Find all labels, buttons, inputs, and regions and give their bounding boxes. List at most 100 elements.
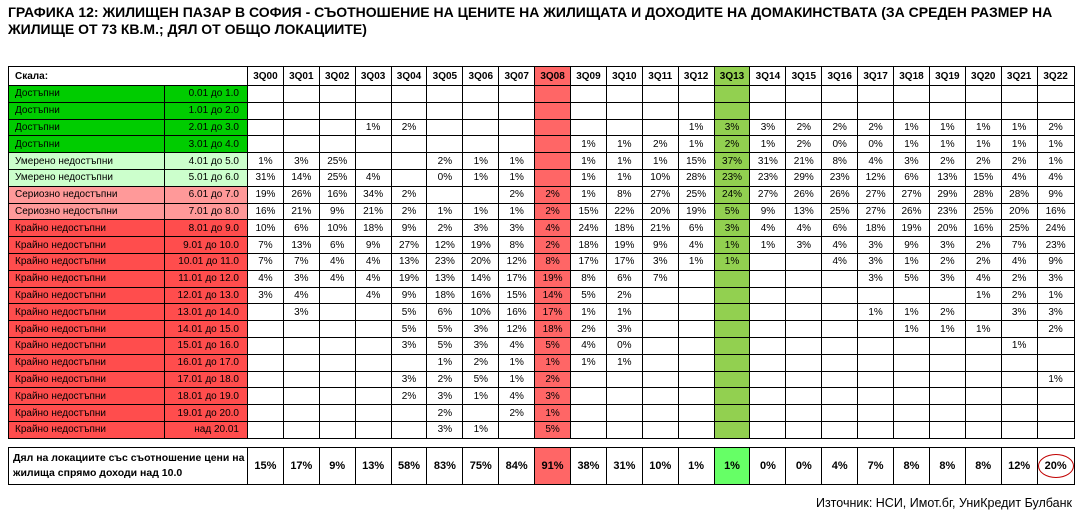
chart-title: ГРАФИКА 12: ЖИЛИЩЕН ПАЗАР В СОФИЯ - СЪОТ… [8,4,1053,37]
value-cell [1000,420,1038,439]
value-cell [570,118,607,137]
value-cell: 24% [570,219,607,238]
value-cell: 4% [498,336,536,355]
value-cell: 2% [1000,286,1038,305]
value-cell [390,152,428,170]
value-cell: 1% [498,202,536,221]
value-cell: 2% [928,303,966,322]
value-cell [570,85,607,103]
value-cell: 2% [426,219,464,238]
value-cell [498,135,536,154]
value-cell [390,101,428,120]
value-cell [282,320,320,338]
range-label: 0.01 до 1.0 [164,85,248,103]
value-cell: 7% [247,252,284,271]
value-cell [677,85,715,103]
value-cell [928,387,966,406]
value-cell: 8% [498,236,536,254]
value-cell: 4% [749,219,787,238]
value-cell: 1% [1000,135,1038,154]
category-label: Крайно недостъпни [8,404,165,422]
value-cell [354,420,392,439]
value-cell [964,353,1002,372]
value-cell [713,286,751,305]
value-cell: 6% [821,219,859,238]
value-cell [318,387,356,406]
range-label: 11.01 до 12.0 [164,269,248,288]
value-cell: 2% [534,236,572,254]
value-cell: 3% [498,219,536,238]
value-cell [354,353,392,372]
range-label: 19.01 до 20.0 [164,404,248,422]
value-cell [749,320,787,338]
value-cell: 3% [857,236,895,254]
range-label: 13.01 до 14.0 [164,303,248,322]
value-cell [390,135,428,154]
value-cell [390,168,428,187]
value-cell: 3% [713,118,751,137]
value-cell [354,336,392,355]
value-cell [928,101,966,120]
value-cell [713,370,751,389]
value-cell [964,404,1002,422]
value-cell: 16% [318,185,356,204]
value-cell: 19% [677,202,715,221]
value-cell [318,85,356,103]
value-cell: 2% [426,370,464,389]
value-cell [928,85,966,103]
value-cell [247,387,284,406]
value-cell: 5% [534,336,572,355]
category-label: Крайно недостъпни [8,387,165,406]
total-value-cell: 7% [857,446,895,485]
value-cell [749,286,787,305]
value-cell: 3% [749,118,787,137]
value-cell: 3% [247,286,284,305]
value-cell: 4% [354,252,392,271]
total-value-cell: 12% [1000,446,1038,485]
value-cell: 24% [713,185,751,204]
category-label: Сериозно недостъпни [8,185,165,204]
column-header-3q10: 3Q10 [605,66,643,86]
value-cell [821,353,859,372]
value-cell: 6% [677,219,715,238]
value-cell [390,404,428,422]
value-cell: 2% [1036,320,1075,338]
value-cell: 23% [713,168,751,187]
value-cell: 1% [713,252,751,271]
value-cell: 14% [462,269,500,288]
total-value-cell: 9% [318,446,356,485]
value-cell: 1% [1000,118,1038,137]
value-cell: 4% [821,252,859,271]
value-cell [785,269,823,288]
value-cell: 4% [964,269,1002,288]
value-cell: 27% [857,185,895,204]
value-cell: 2% [1036,118,1075,137]
total-value-cell: 84% [498,446,536,485]
value-cell: 2% [570,320,607,338]
value-cell: 14% [534,286,572,305]
value-cell: 1% [462,168,500,187]
value-cell [893,101,930,120]
value-cell: 4% [318,269,356,288]
value-cell [1036,387,1075,406]
column-header-3q00: 3Q00 [247,66,284,86]
total-value-cell: 15% [247,446,284,485]
value-cell: 1% [462,420,500,439]
value-cell [318,118,356,137]
value-cell: 1% [426,353,464,372]
category-label: Достъпни [8,135,165,154]
total-value-cell: 38% [570,446,607,485]
category-label: Умерено недостъпни [8,168,165,187]
value-cell [749,85,787,103]
column-header-3q19: 3Q19 [928,66,966,86]
value-cell [641,404,679,422]
value-cell: 27% [641,185,679,204]
value-cell [247,118,284,137]
column-header-3q18: 3Q18 [893,66,930,86]
value-cell: 4% [1000,168,1038,187]
value-cell: 9% [390,286,428,305]
value-cell: 29% [785,168,823,187]
value-cell [247,404,284,422]
value-cell: 2% [390,202,428,221]
value-cell: 25% [964,202,1002,221]
